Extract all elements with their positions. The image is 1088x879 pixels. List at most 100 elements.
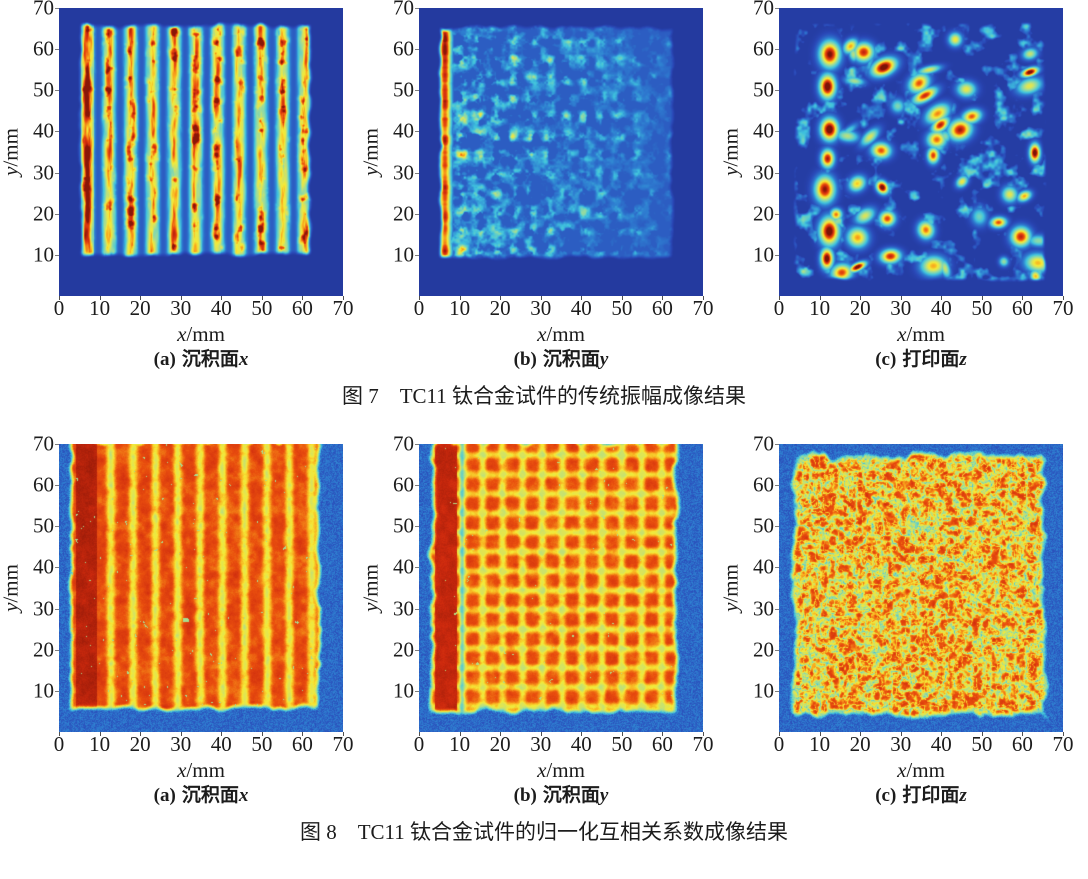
x-tick-label: 70 (1052, 732, 1074, 756)
x-axis-ticks: 0 10 20 30 40 50 60 70 (774, 732, 1074, 757)
y-tick-label: 30 (33, 596, 54, 621)
y-axis-label: y/mm (0, 8, 22, 296)
x-axis-ticks: 0 10 20 30 40 50 60 70 (54, 732, 354, 757)
x-tick-mark (779, 296, 780, 300)
x-tick-mark (860, 732, 862, 736)
x-tick-label: 10 (89, 296, 111, 320)
x-tick-label: 0 (773, 296, 785, 320)
caption-text: 打印面 (902, 349, 960, 370)
subplot: y/mm 70 60 50 40 30 20 10 0 10 20 30 40 50 60 70 x/mm… (718, 0, 1088, 372)
y-tick-label: 40 (33, 554, 54, 579)
x-axis-variable: x (897, 322, 907, 346)
y-axis-label-text: y/mm (358, 564, 383, 612)
x-tick-mark (59, 732, 60, 736)
x-tick-label: 20 (129, 732, 151, 756)
x-tick-mark (621, 296, 623, 300)
y-tick-label: 10 (33, 678, 54, 703)
y-axis-unit: /mm (0, 564, 22, 603)
y-axis-label-text: y/mm (358, 128, 383, 176)
y-tick-mark (55, 254, 59, 256)
y-tick-mark (775, 608, 779, 610)
caption-text: 沉积面 (181, 785, 239, 806)
figure-title: 图 8 TC11 钛合金试件的归一化互相关系数成像结果 (299, 820, 789, 844)
x-tick-mark (1063, 732, 1064, 736)
caption-text: 沉积面 (542, 349, 600, 370)
y-tick-mark (775, 131, 779, 133)
x-tick-label: 0 (773, 732, 785, 756)
x-tick-mark (819, 732, 821, 736)
caption-variable: y (599, 349, 609, 370)
x-tick-label: 30 (530, 296, 552, 320)
subplot-caption: (b) 沉积面y (419, 783, 703, 808)
caption-variable: x (238, 785, 249, 806)
y-tick-mark (415, 49, 419, 51)
heatmap-canvas (779, 444, 1063, 732)
y-axis-label: y/mm (358, 444, 383, 732)
y-tick-label: 30 (753, 596, 774, 621)
y-tick-label: 50 (393, 513, 414, 538)
y-tick-label: 20 (33, 201, 54, 226)
x-tick-label: 40 (210, 732, 232, 756)
y-tick-mark (55, 8, 59, 9)
x-tick-mark (703, 296, 704, 300)
x-tick-mark (703, 732, 704, 736)
x-tick-mark (180, 732, 182, 736)
x-tick-label: 50 (611, 296, 633, 320)
y-axis-label-text: y/mm (718, 128, 743, 176)
x-tick-mark (540, 296, 542, 300)
x-tick-label: 70 (332, 296, 354, 320)
caption-index: (b) (513, 349, 537, 370)
x-tick-label: 60 (1011, 732, 1033, 756)
x-tick-label: 40 (570, 296, 592, 320)
subplots-row: y/mm 70 60 50 40 30 20 10 0 10 20 30 40 50 60 70 x/mm… (0, 433, 1088, 808)
x-tick-label: 10 (449, 296, 471, 320)
x-tick-mark (581, 732, 583, 736)
x-tick-mark (900, 732, 902, 736)
y-tick-label: 30 (33, 160, 54, 185)
y-tick-label: 10 (753, 242, 774, 267)
y-tick-label: 70 (33, 0, 54, 20)
y-tick-label: 70 (33, 431, 54, 456)
y-tick-mark (55, 649, 59, 651)
subplot: y/mm 70 60 50 40 30 20 10 0 10 20 30 40 50 60 70 x/mm… (0, 433, 360, 808)
y-tick-label: 70 (753, 0, 774, 20)
y-tick-mark (55, 90, 59, 92)
y-tick-label: 50 (33, 513, 54, 538)
y-tick-mark (775, 485, 779, 487)
x-axis-variable: x (537, 322, 547, 346)
y-tick-mark (775, 90, 779, 92)
y-tick-label: 10 (753, 678, 774, 703)
heatmap-area (415, 444, 704, 736)
y-axis-unit: /mm (358, 564, 382, 603)
x-axis-label: x/mm (419, 321, 703, 347)
x-axis-unit: /mm (906, 322, 945, 346)
y-axis-label: y/mm (0, 444, 23, 732)
heatmap-area (55, 444, 344, 736)
y-tick-mark (415, 213, 419, 215)
y-tick-label: 30 (753, 160, 774, 185)
x-tick-label: 20 (129, 296, 151, 320)
x-tick-mark (180, 296, 182, 300)
y-axis-unit: /mm (0, 128, 22, 167)
y-tick-mark (415, 444, 419, 445)
x-tick-mark (500, 732, 502, 736)
subplot: y/mm 70 60 50 40 30 20 10 0 10 20 30 40 50 60 70 x/mm… (358, 433, 720, 808)
y-tick-label: 70 (393, 431, 414, 456)
y-tick-label: 40 (393, 554, 414, 579)
y-tick-mark (415, 90, 419, 92)
figure-block: y/mm 70 60 50 40 30 20 10 0 10 20 30 40 50 60 70 x/mm… (0, 0, 1088, 410)
x-tick-label: 0 (413, 732, 425, 756)
x-tick-mark (540, 732, 542, 736)
x-tick-mark (302, 732, 304, 736)
x-tick-label: 40 (930, 732, 952, 756)
x-axis-variable: x (537, 758, 547, 782)
y-tick-mark (775, 690, 779, 692)
y-tick-mark (415, 172, 419, 174)
plot-row: y/mm 70 60 50 40 30 20 10 (718, 433, 1088, 736)
x-tick-mark (900, 296, 902, 300)
y-tick-label: 60 (33, 472, 54, 497)
y-tick-label: 20 (393, 637, 414, 662)
x-tick-mark (261, 732, 263, 736)
y-axis-label-text: y/mm (0, 564, 23, 612)
